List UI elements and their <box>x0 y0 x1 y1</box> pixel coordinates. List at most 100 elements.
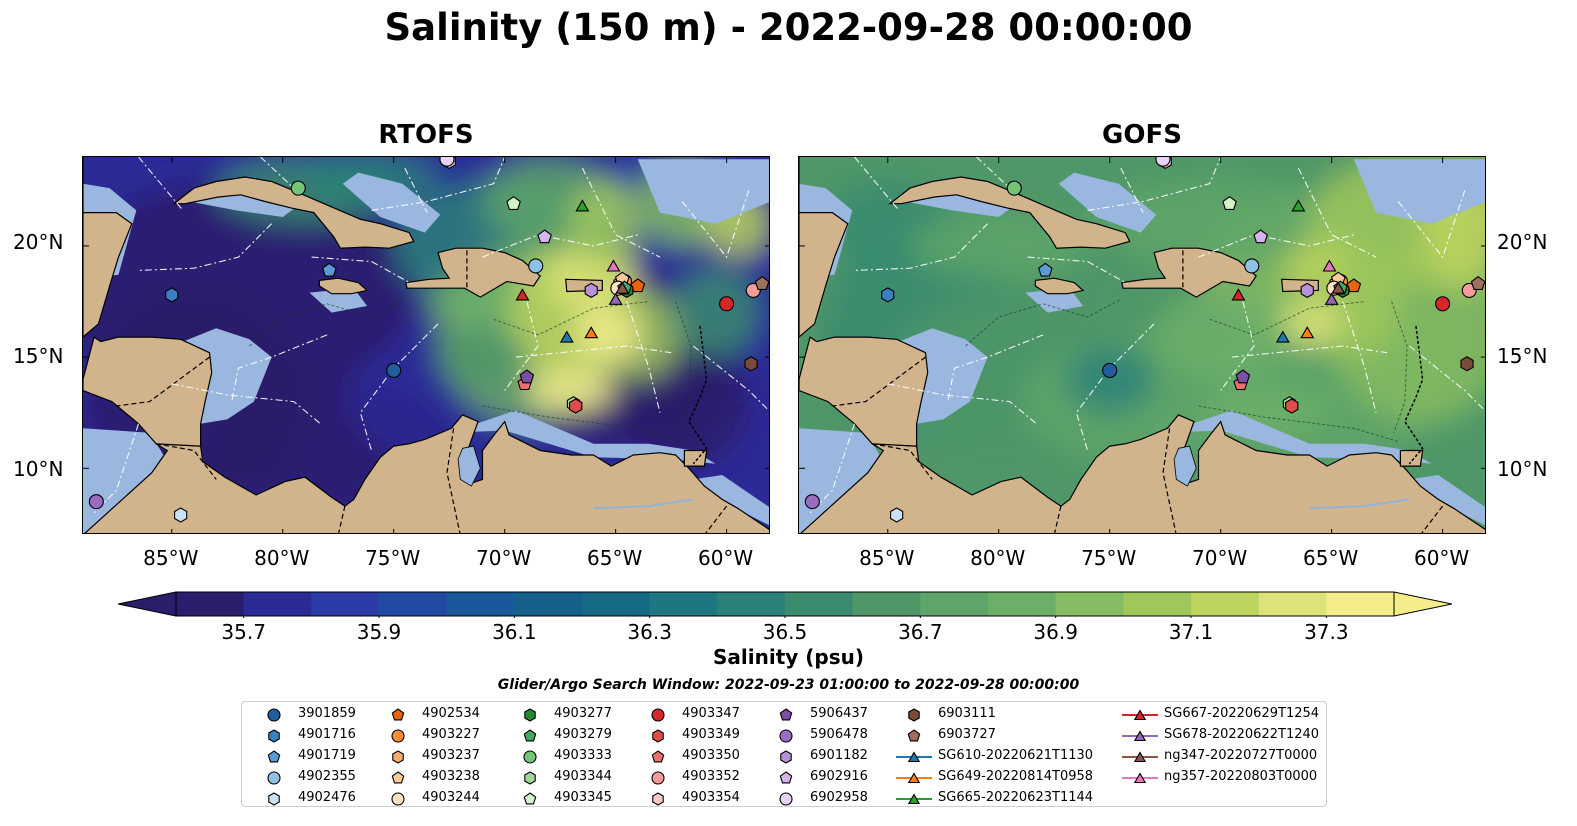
legend-label: 4902534 <box>422 706 480 721</box>
trinidad-land <box>683 449 708 467</box>
salinity-patch <box>569 179 641 269</box>
legend-marker-icon <box>896 793 932 805</box>
legend-label: 4903244 <box>422 790 480 805</box>
shelf-area <box>1165 410 1432 464</box>
legend-marker-icon <box>268 792 280 806</box>
colorbar-tick-label: 37.1 <box>1168 620 1214 644</box>
platform-marker[interactable] <box>1291 199 1306 212</box>
platform-marker[interactable] <box>559 330 574 343</box>
country-border <box>1421 505 1444 533</box>
platform-marker[interactable] <box>569 398 583 414</box>
platform-marker[interactable] <box>515 288 530 301</box>
platform-marker[interactable] <box>88 494 104 510</box>
colorbar-segment <box>514 592 583 616</box>
platform-marker[interactable] <box>537 229 552 244</box>
platform-marker[interactable] <box>890 507 904 523</box>
salinity-patch <box>575 308 643 362</box>
platform-marker[interactable] <box>528 258 544 274</box>
lake-maracaibo <box>1173 445 1197 487</box>
legend-marker-icon <box>523 729 537 742</box>
platform-marker[interactable] <box>881 287 895 303</box>
platform-marker[interactable] <box>584 326 599 339</box>
platform-marker[interactable] <box>584 282 598 299</box>
colorbar-label: Salinity (psu) <box>712 645 864 669</box>
platform-marker[interactable] <box>1331 281 1346 294</box>
orinoco-river <box>1309 498 1410 510</box>
platform-marker[interactable] <box>1235 369 1251 384</box>
gofs-salinity-map[interactable] <box>798 156 1486 534</box>
eez-boundary <box>887 383 1037 425</box>
lon-label: 85°W <box>859 546 915 570</box>
shelf-area <box>1058 172 1157 233</box>
colorbar-tick-label: 35.9 <box>356 620 402 644</box>
platform-marker[interactable] <box>1300 326 1315 339</box>
platform-marker[interactable] <box>439 157 455 167</box>
platform-marker[interactable] <box>322 262 337 277</box>
platform-marker[interactable] <box>608 292 623 305</box>
figure-title: Salinity (150 m) - 2022-09-28 00:00:00 <box>384 6 1193 49</box>
platform-marker[interactable] <box>290 180 306 196</box>
legend-marker-icon <box>779 729 793 743</box>
platform-marker[interactable] <box>1322 259 1337 272</box>
legend-marker-icon <box>908 708 920 722</box>
eez-boundary <box>681 190 750 259</box>
salinity-patch <box>526 368 616 413</box>
legend-marker-icon <box>391 729 405 743</box>
jamaica-land <box>318 277 369 295</box>
legend-label: 6902958 <box>810 790 868 805</box>
platform-marker[interactable] <box>1346 278 1362 293</box>
platform-marker[interactable] <box>1435 296 1451 312</box>
legend-label: 4903333 <box>554 748 612 763</box>
isobath-contour <box>1198 405 1399 443</box>
shelf-area <box>1025 288 1084 313</box>
platform-marker[interactable] <box>606 259 621 272</box>
platform-marker[interactable] <box>519 369 535 384</box>
map-canvas <box>83 157 769 533</box>
platform-marker[interactable] <box>575 199 590 212</box>
lon-label: 70°W <box>1192 546 1248 570</box>
platform-marker[interactable] <box>719 296 735 312</box>
colorbar-segment <box>1055 592 1124 616</box>
legend-marker-icon <box>896 751 932 763</box>
colorbar-segment <box>852 592 921 616</box>
platform-marker[interactable] <box>1253 229 1268 244</box>
platform-marker[interactable] <box>1231 288 1246 301</box>
colorbar-tick-label: 35.7 <box>221 620 266 644</box>
platform-marker[interactable] <box>174 507 188 523</box>
platform-marker[interactable] <box>1324 292 1339 305</box>
platform-marker[interactable] <box>630 278 646 293</box>
platform-marker[interactable] <box>386 362 402 379</box>
platform-marker[interactable] <box>1222 196 1237 210</box>
platform-marker[interactable] <box>1285 398 1299 414</box>
platform-marker[interactable] <box>754 276 769 290</box>
legend-label: 4903354 <box>682 790 740 805</box>
cuba-land <box>888 176 1131 249</box>
legend-label: SG678-20220622T1240 <box>1164 727 1320 742</box>
platform-marker[interactable] <box>1460 356 1474 372</box>
platform-marker[interactable] <box>1102 362 1118 379</box>
legend-marker-icon <box>523 792 537 805</box>
platform-marker[interactable] <box>1244 258 1260 274</box>
legend-label: 4902355 <box>298 769 356 784</box>
legend-marker-icon <box>523 750 537 764</box>
platform-marker[interactable] <box>1038 262 1053 277</box>
rtofs-salinity-map[interactable] <box>82 156 770 534</box>
south-america-coast <box>800 414 1485 533</box>
platform-marker[interactable] <box>165 287 179 303</box>
platform-marker[interactable] <box>1300 282 1314 299</box>
platform-marker[interactable] <box>1470 276 1485 290</box>
lon-label: 80°W <box>254 546 310 570</box>
platform-marker[interactable] <box>506 196 521 210</box>
legend-label: 6903111 <box>938 706 996 721</box>
platform-marker[interactable] <box>744 356 758 372</box>
isobath-contour <box>965 298 1122 347</box>
colorbar-segment <box>988 592 1057 616</box>
platform-marker[interactable] <box>804 494 820 510</box>
platform-marker[interactable] <box>615 281 630 294</box>
platform-marker[interactable] <box>1006 180 1022 196</box>
hispaniola-land <box>405 247 541 298</box>
platform-marker[interactable] <box>1275 330 1290 343</box>
map-canvas <box>799 157 1485 533</box>
colorbar-tick-label: 36.7 <box>898 620 943 644</box>
platform-marker[interactable] <box>1155 157 1171 167</box>
